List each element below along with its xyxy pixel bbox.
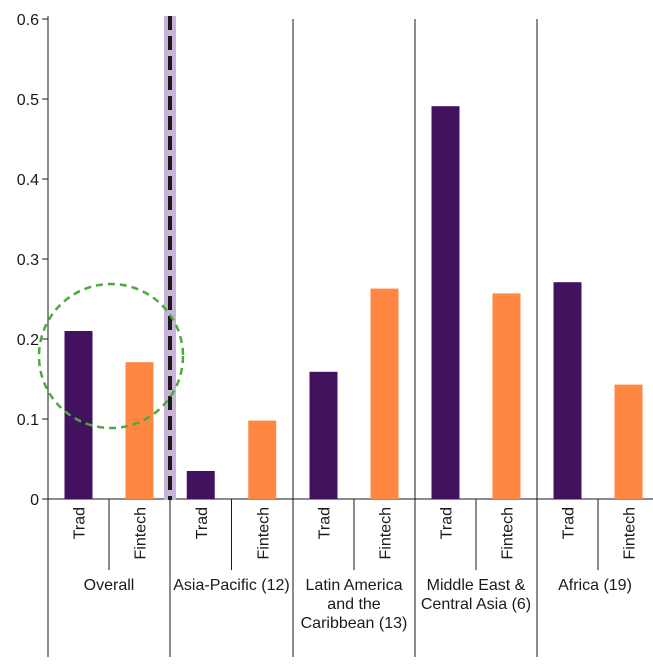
- bar-label: Trad: [439, 507, 456, 539]
- bar: [492, 293, 521, 499]
- bar-label: Trad: [561, 507, 578, 539]
- bar-label: Trad: [317, 507, 334, 539]
- y-tick-label: 0.3: [17, 252, 39, 269]
- y-tick-label: 0.5: [17, 92, 39, 109]
- bar-label: Trad: [72, 507, 89, 539]
- highlight-circle: [37, 282, 185, 430]
- bar-label: Fintech: [622, 507, 639, 559]
- bar-label: Fintech: [378, 507, 395, 559]
- y-tick-label: 0.1: [17, 412, 39, 429]
- category-label: Africa (19): [558, 577, 632, 594]
- y-tick-label: 0.2: [17, 332, 39, 349]
- bar-label: Trad: [194, 507, 211, 539]
- category-label: Asia-Pacific (12): [173, 577, 290, 594]
- category-label: Latin America and the Caribbean (13): [300, 577, 408, 632]
- bar: [248, 420, 277, 499]
- y-tick-label: 0.6: [17, 12, 39, 29]
- axes: 0 0.1 0.2 0.3 0.4 0.5 0.6 Trad Fintech Trad Fintec…: [17, 12, 653, 657]
- bar-label: Fintech: [133, 507, 150, 559]
- bar: [614, 384, 643, 499]
- bar: [125, 362, 154, 499]
- bar: [370, 288, 399, 499]
- bar-label: Fintech: [255, 507, 272, 559]
- bar: [431, 106, 460, 499]
- category-label: Middle East & Central Asia (6): [420, 577, 532, 613]
- bar: [553, 282, 582, 499]
- category-label: Overall: [83, 577, 135, 594]
- bar: [309, 371, 338, 499]
- bar: [186, 471, 215, 499]
- annotations: [37, 16, 185, 500]
- bar-label: Fintech: [500, 507, 517, 559]
- bars: [64, 106, 643, 499]
- y-tick-label: 0.4: [17, 172, 39, 189]
- y-tick-label: 0: [30, 492, 39, 509]
